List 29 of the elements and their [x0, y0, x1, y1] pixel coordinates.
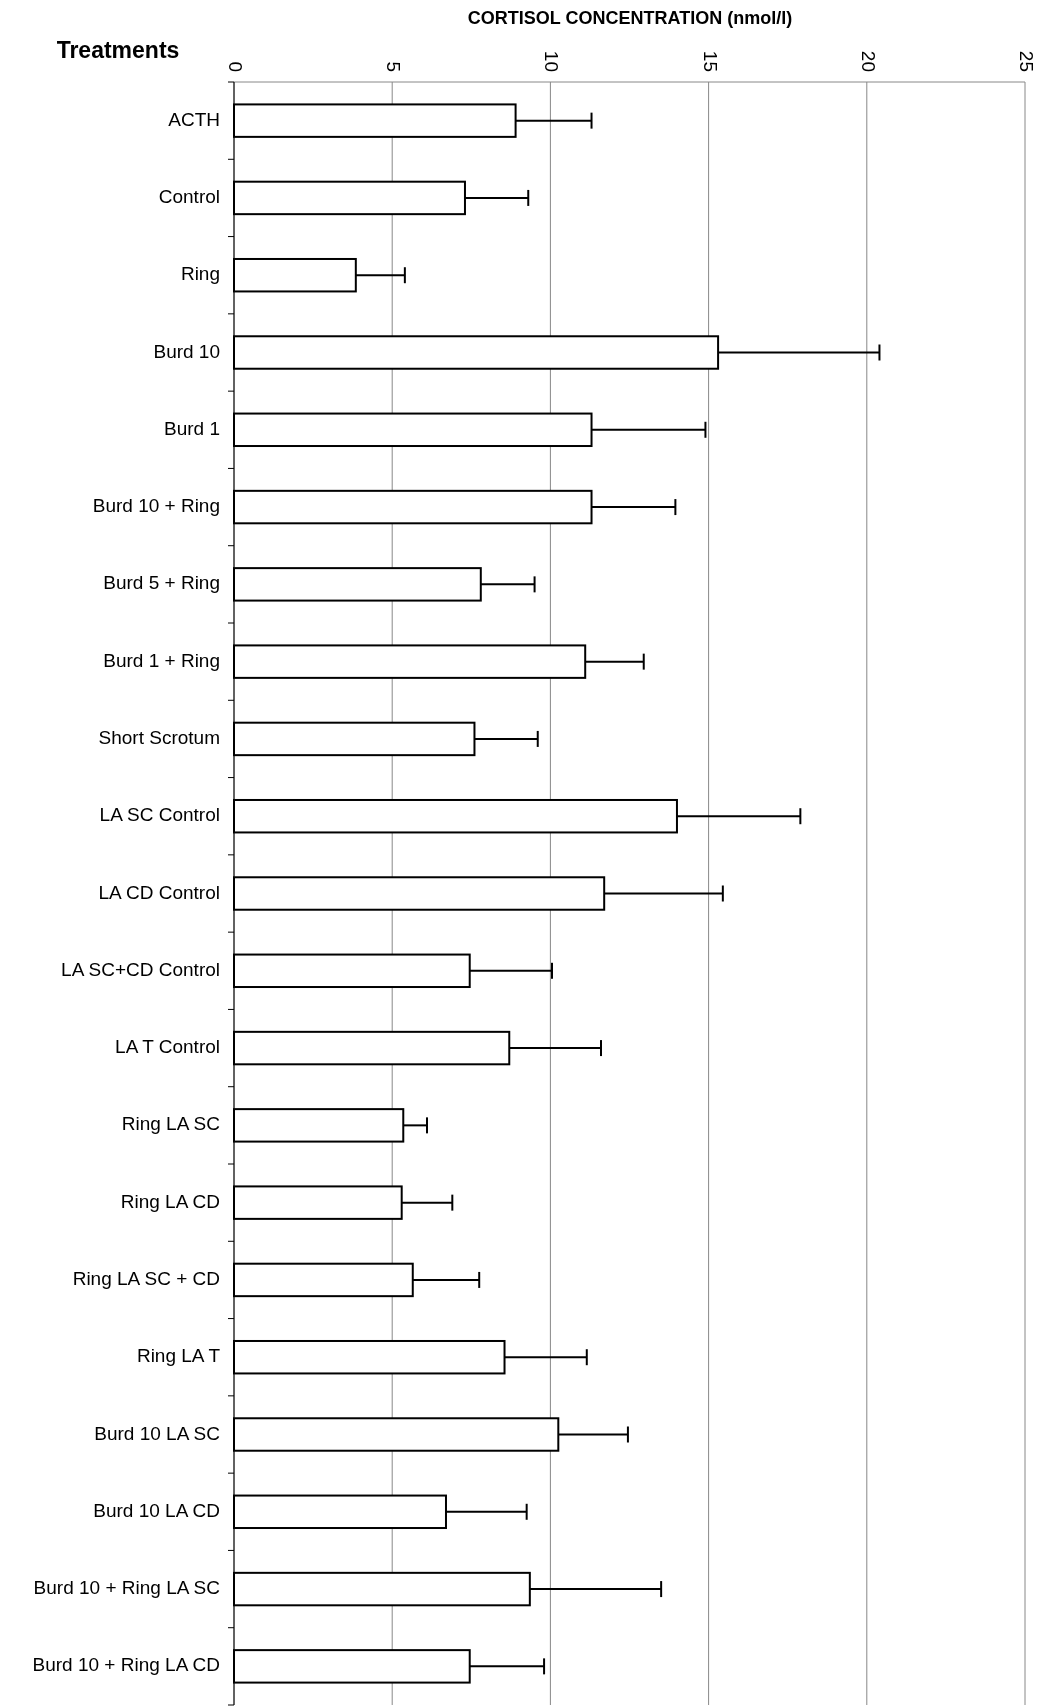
y-tick-label: Ring LA SC [121, 1113, 220, 1135]
y-tick-label: Ring LA SC + CD [72, 1267, 220, 1289]
y-tick-label: LA T Control [115, 1036, 220, 1058]
y-tick-label: Ring LA CD [120, 1190, 220, 1212]
y-tick-label: LA SC Control [99, 804, 220, 826]
y-tick-label: Burd 10 [153, 340, 220, 362]
y-tick-label: Burd 1 [164, 417, 220, 439]
y-tick-label: LA SC+CD Control [61, 958, 220, 980]
y-tick-label: LA CD Control [98, 881, 220, 903]
y-tick-label: Burd 10 LA SC [94, 1422, 220, 1444]
y-tick-label: Burd 1 + Ring [103, 649, 220, 671]
x-tick-label: 5 [383, 61, 405, 72]
x-tick-label: 25 [1015, 50, 1037, 72]
x-tick-label: 0 [224, 61, 246, 72]
x-tick-label: 10 [541, 50, 563, 72]
y-tick-label: Burd 5 + Ring [103, 572, 220, 594]
y-tick-label: Short Scrotum [98, 726, 220, 748]
y-tick-label: Burd 10 + Ring [92, 495, 220, 517]
y-tick-label: ACTH [168, 108, 220, 130]
y-tick-label: Control [158, 185, 220, 207]
y-axis-title: Treatments [56, 37, 180, 63]
y-tick-label: Burd 10 + Ring LA CD [32, 1654, 220, 1676]
x-axis-title: CORTISOL CONCENTRATION (nmol/l) [467, 8, 793, 28]
y-tick-label: Ring LA T [136, 1345, 221, 1367]
y-tick-label: Ring [180, 263, 220, 285]
x-tick-label: 20 [857, 50, 879, 72]
y-tick-label: Burd 10 LA CD [93, 1499, 220, 1521]
x-tick-label: 15 [699, 50, 721, 72]
y-tick-label: Burd 10 + Ring LA SC [33, 1577, 220, 1599]
